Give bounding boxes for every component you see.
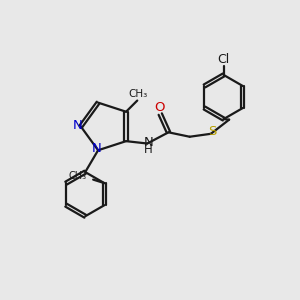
Text: S: S (208, 125, 216, 138)
Text: N: N (92, 142, 101, 155)
Text: N: N (144, 136, 153, 149)
Text: CH₃: CH₃ (69, 171, 87, 181)
Text: O: O (154, 101, 165, 114)
Text: Cl: Cl (218, 53, 230, 66)
Text: N: N (72, 119, 82, 132)
Text: H: H (144, 143, 153, 157)
Text: CH₃: CH₃ (128, 89, 148, 99)
